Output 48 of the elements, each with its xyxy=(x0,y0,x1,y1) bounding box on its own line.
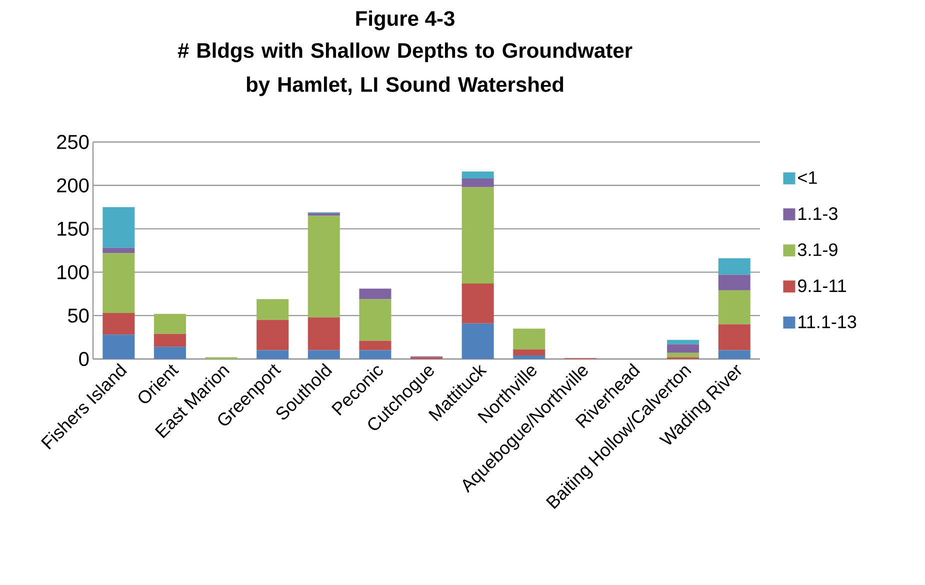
bar xyxy=(102,207,135,248)
bar xyxy=(718,324,750,350)
bar xyxy=(308,317,340,350)
bar xyxy=(462,178,494,188)
chart-title: Figure 4-3 xyxy=(356,10,454,30)
legend-label: 1.1-3 xyxy=(798,207,838,220)
bar xyxy=(154,346,186,359)
chart-subtitle: # Bldgs with Shallow Depths to Groundwater by Hamlet, LI Sound Watershed xyxy=(178,42,632,96)
bar xyxy=(462,323,494,359)
bar xyxy=(718,274,750,290)
legend-label: 11.1-13 xyxy=(798,315,856,328)
bar xyxy=(359,288,392,300)
bar xyxy=(667,344,700,353)
bar xyxy=(256,350,289,359)
y-tick-label: 150 xyxy=(58,222,89,236)
bar xyxy=(359,340,392,350)
bar xyxy=(718,258,750,275)
y-tick-label: 50 xyxy=(68,308,89,323)
bar xyxy=(102,253,135,313)
bar xyxy=(359,299,392,341)
bar xyxy=(308,350,340,359)
bar xyxy=(513,356,546,359)
bar xyxy=(102,248,135,254)
bar xyxy=(718,290,750,324)
bar xyxy=(513,349,546,356)
bar xyxy=(718,350,750,359)
bar xyxy=(102,312,135,335)
bar xyxy=(667,352,700,358)
bar xyxy=(102,334,135,359)
bar xyxy=(154,314,186,334)
bar xyxy=(154,334,186,347)
bar xyxy=(462,172,494,178)
bar xyxy=(256,299,289,320)
y-tick-label: 0 xyxy=(79,352,89,366)
bar xyxy=(359,350,392,359)
bar xyxy=(256,320,289,350)
legend-label: 3.1-9 xyxy=(798,243,838,256)
bar xyxy=(462,283,494,324)
y-tick-label: 200 xyxy=(57,178,89,192)
y-tick-label: 250 xyxy=(57,134,89,150)
bar xyxy=(462,187,494,284)
legend-label: 9.1-11 xyxy=(798,279,846,292)
bar xyxy=(667,340,700,344)
bar xyxy=(513,328,546,350)
bar xyxy=(308,216,340,318)
y-tick-label: 100 xyxy=(58,265,89,280)
legend-label: <1 xyxy=(798,171,817,184)
bar xyxy=(308,213,340,216)
